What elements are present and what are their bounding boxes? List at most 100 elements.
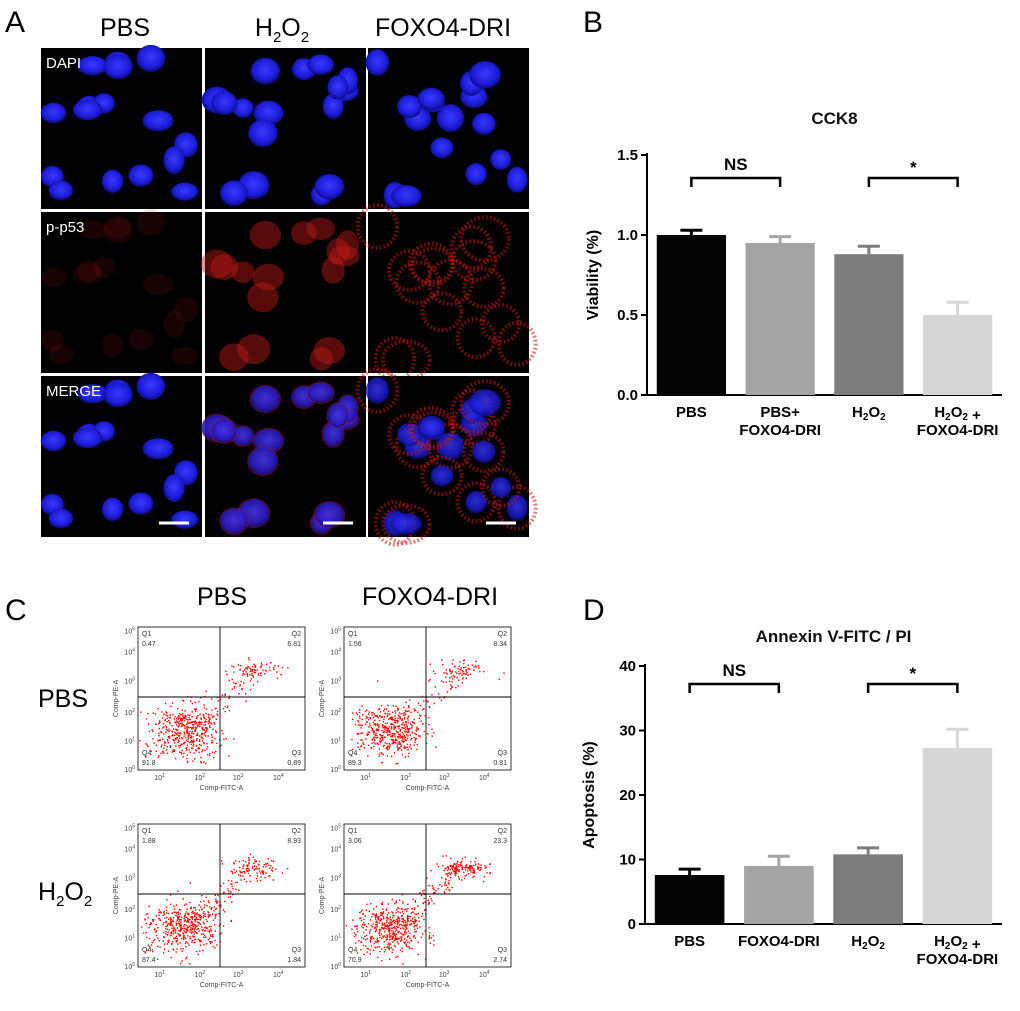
flow-event bbox=[405, 943, 407, 945]
flow-event bbox=[443, 869, 445, 872]
flow-event bbox=[449, 869, 452, 871]
flow-event bbox=[238, 874, 240, 876]
flow-event bbox=[178, 715, 180, 717]
flow-event bbox=[231, 678, 233, 681]
flow-event bbox=[157, 756, 159, 759]
flow-event bbox=[369, 940, 372, 942]
flow-event bbox=[171, 702, 174, 704]
flow-event bbox=[480, 866, 482, 869]
flow-event bbox=[164, 744, 166, 747]
quadrant-percent: 8.34 bbox=[493, 641, 507, 648]
flow-event bbox=[466, 672, 468, 674]
flow-event bbox=[395, 912, 397, 914]
flow-event bbox=[191, 702, 194, 705]
flow-event bbox=[177, 922, 180, 924]
flow-event bbox=[196, 738, 198, 740]
flow-event bbox=[405, 944, 407, 947]
flow-event bbox=[354, 925, 356, 927]
flow-event bbox=[395, 933, 398, 935]
flow-event bbox=[413, 908, 416, 911]
flow-event bbox=[212, 919, 215, 921]
flow-event bbox=[204, 749, 206, 752]
flow-event bbox=[249, 674, 251, 676]
flow-event bbox=[391, 951, 393, 954]
flow-event bbox=[172, 941, 174, 943]
flow-event bbox=[381, 739, 383, 741]
cytoplasm-signal bbox=[420, 291, 464, 333]
flow-event bbox=[392, 936, 395, 939]
flow-event bbox=[406, 727, 408, 729]
flow-event bbox=[379, 711, 382, 713]
flow-event bbox=[173, 739, 176, 742]
flow-event bbox=[451, 676, 453, 678]
flow-event bbox=[382, 745, 385, 748]
nucleus bbox=[171, 182, 199, 201]
flow-event bbox=[248, 858, 250, 860]
flow-event bbox=[404, 728, 407, 731]
flow-event bbox=[172, 734, 174, 737]
flow-event bbox=[418, 917, 420, 919]
flow-event bbox=[465, 874, 468, 876]
flow-event bbox=[386, 745, 389, 748]
flow-event bbox=[199, 723, 201, 725]
flow-event bbox=[405, 723, 407, 725]
flow-event bbox=[433, 892, 435, 894]
flow-event bbox=[410, 919, 412, 922]
flow-event bbox=[414, 901, 417, 903]
flow-event bbox=[173, 742, 176, 744]
flow-event bbox=[400, 749, 403, 751]
flow-event bbox=[199, 725, 201, 728]
flow-event bbox=[176, 729, 178, 731]
flow-event bbox=[163, 931, 165, 934]
flow-event bbox=[371, 936, 373, 938]
flow-event bbox=[394, 927, 396, 930]
flow-event bbox=[370, 945, 373, 947]
flow-event bbox=[196, 912, 198, 914]
nucleus bbox=[253, 100, 284, 126]
flow-event bbox=[180, 722, 182, 725]
flow-event bbox=[373, 736, 375, 738]
flow-event bbox=[160, 730, 162, 733]
flow-event bbox=[235, 870, 238, 872]
flow-event bbox=[375, 914, 378, 916]
flow-event bbox=[175, 914, 177, 917]
flow-event bbox=[158, 911, 160, 914]
flow-event bbox=[205, 727, 207, 729]
flow-event bbox=[179, 933, 181, 936]
flow-event bbox=[239, 866, 241, 869]
flow-event bbox=[428, 723, 430, 726]
flow-event bbox=[375, 921, 377, 924]
flow-event bbox=[151, 919, 154, 921]
flow-event bbox=[387, 922, 390, 924]
flow-event bbox=[440, 680, 443, 682]
flow-event bbox=[192, 743, 195, 746]
flow-event bbox=[378, 708, 381, 710]
flow-event bbox=[244, 860, 247, 863]
flow-event bbox=[249, 689, 252, 691]
flow-event bbox=[384, 728, 386, 730]
flow-event bbox=[177, 918, 179, 920]
flow-event bbox=[188, 722, 191, 724]
quadrant-name: Q1 bbox=[142, 828, 151, 835]
flow-event bbox=[215, 907, 217, 910]
bar bbox=[745, 243, 815, 395]
cytoplasm-signal bbox=[455, 481, 497, 524]
flow-y-tick: 100 bbox=[124, 765, 135, 774]
flow-event bbox=[369, 949, 372, 952]
flow-event bbox=[165, 909, 168, 911]
flow-event bbox=[271, 860, 273, 862]
flow-event bbox=[194, 708, 196, 711]
flow-event bbox=[430, 937, 433, 939]
micrograph-merge-1 bbox=[200, 376, 366, 537]
flow-y-tick: 103 bbox=[330, 873, 341, 882]
flow-event bbox=[166, 899, 168, 901]
flow-event bbox=[408, 915, 410, 918]
flow-event bbox=[398, 727, 400, 729]
flow-event bbox=[253, 862, 255, 865]
flow-event bbox=[247, 864, 249, 866]
cytoplasm-signal bbox=[410, 410, 455, 451]
flow-event bbox=[398, 743, 401, 745]
flow-event bbox=[189, 929, 191, 931]
flow-event bbox=[407, 719, 409, 721]
flow-event bbox=[172, 919, 174, 921]
